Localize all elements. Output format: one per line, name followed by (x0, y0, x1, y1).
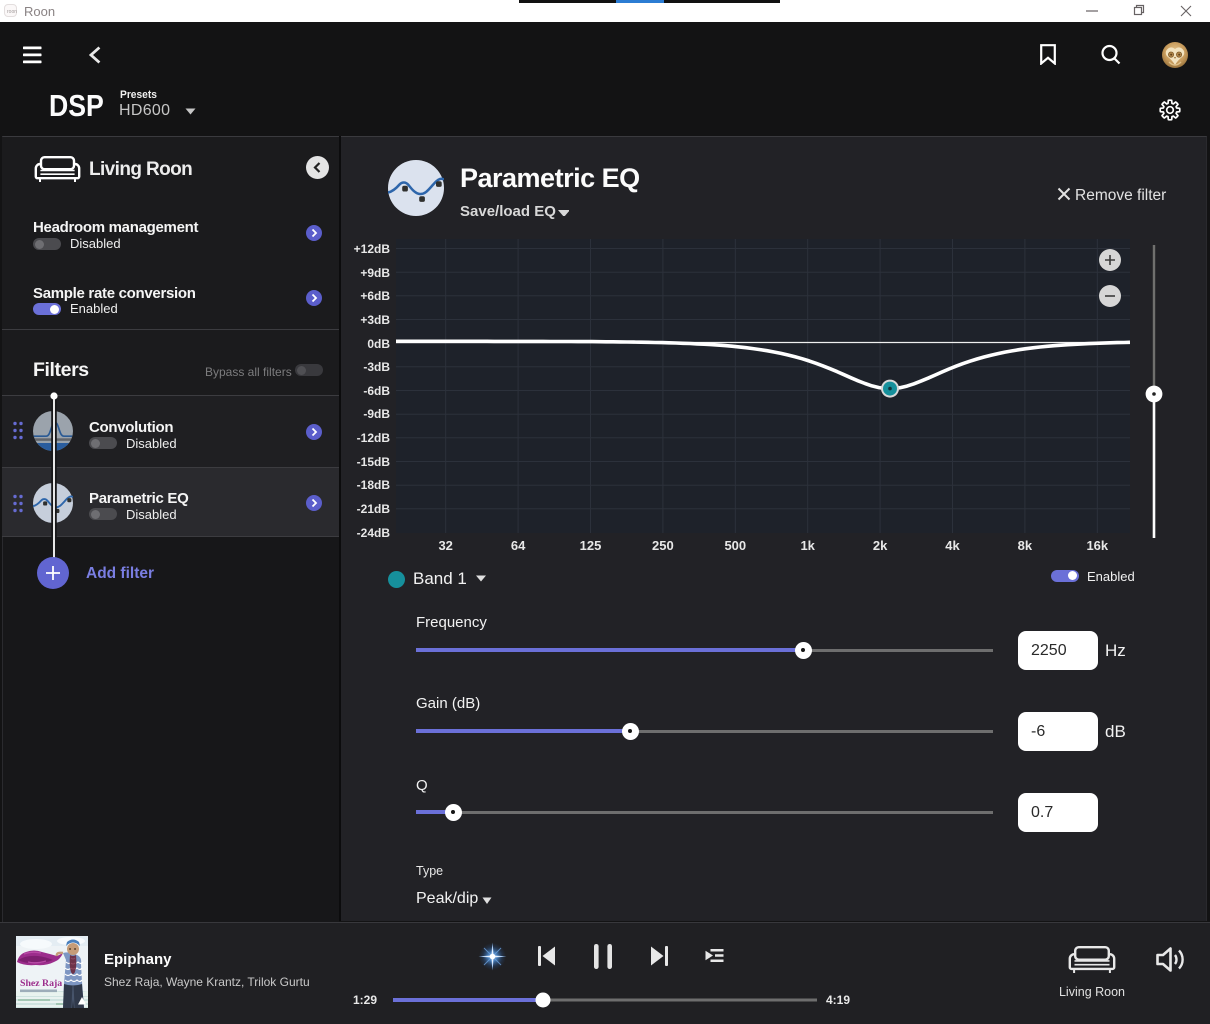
svg-text:Shez Raja: Shez Raja (20, 978, 62, 989)
